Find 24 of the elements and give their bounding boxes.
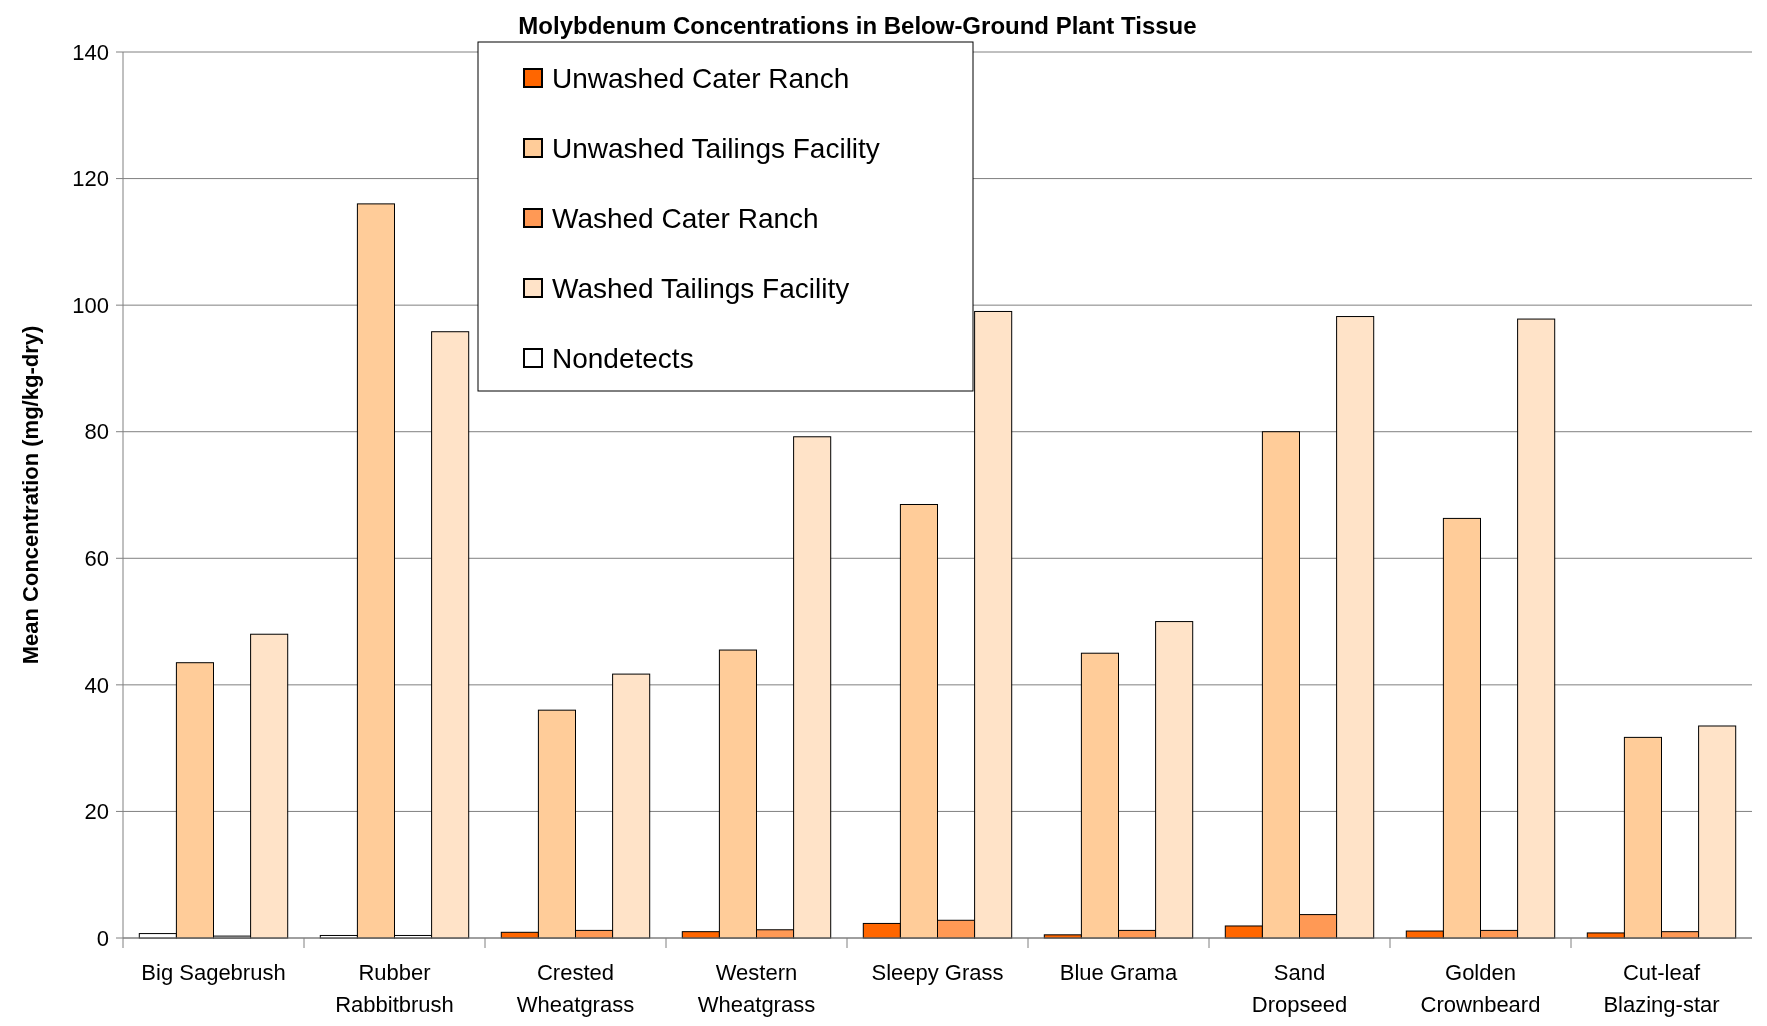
y-tick-label: 40	[84, 672, 109, 698]
legend-label: Washed Cater Ranch	[552, 202, 819, 234]
y-tick-label: 140	[72, 39, 109, 65]
x-tick-label: Rubber Rabbitbrush	[335, 960, 454, 1017]
x-tick-label: Golden Crownbeard	[1420, 960, 1541, 1017]
chart-title: Molybdenum Concentrations in Below-Ground Plant Tissue	[518, 12, 1197, 39]
y-tick-label: 120	[72, 166, 109, 192]
y-tick-label: 60	[84, 545, 109, 571]
x-tick-label: Big Sagebrush	[141, 960, 286, 985]
x-tick-label: Crested Wheatgrass	[516, 960, 635, 1017]
y-tick-label: 100	[72, 292, 109, 318]
legend-label: Nondetects	[552, 342, 694, 374]
legend-label: Washed Tailings Facility	[552, 272, 850, 304]
legend-label: Unwashed Cater Ranch	[552, 62, 850, 94]
x-tick-label: Cut-leaf Blazing-star	[1603, 960, 1720, 1017]
y-axis-title: Mean Concentration (mg/kg-dry)	[18, 325, 43, 665]
x-tick-label: Western Wheatgrass	[697, 960, 816, 1017]
y-tick-label: 80	[84, 419, 109, 445]
y-tick-label: 20	[84, 799, 109, 825]
x-tick-label: Sand Dropseed	[1251, 960, 1348, 1017]
legend-label: Unwashed Tailings Facility	[552, 132, 880, 164]
x-tick-label: Sleepy Grass	[871, 960, 1004, 985]
x-tick-label: Blue Grama	[1059, 960, 1178, 985]
y-tick-label: 0	[96, 925, 109, 951]
